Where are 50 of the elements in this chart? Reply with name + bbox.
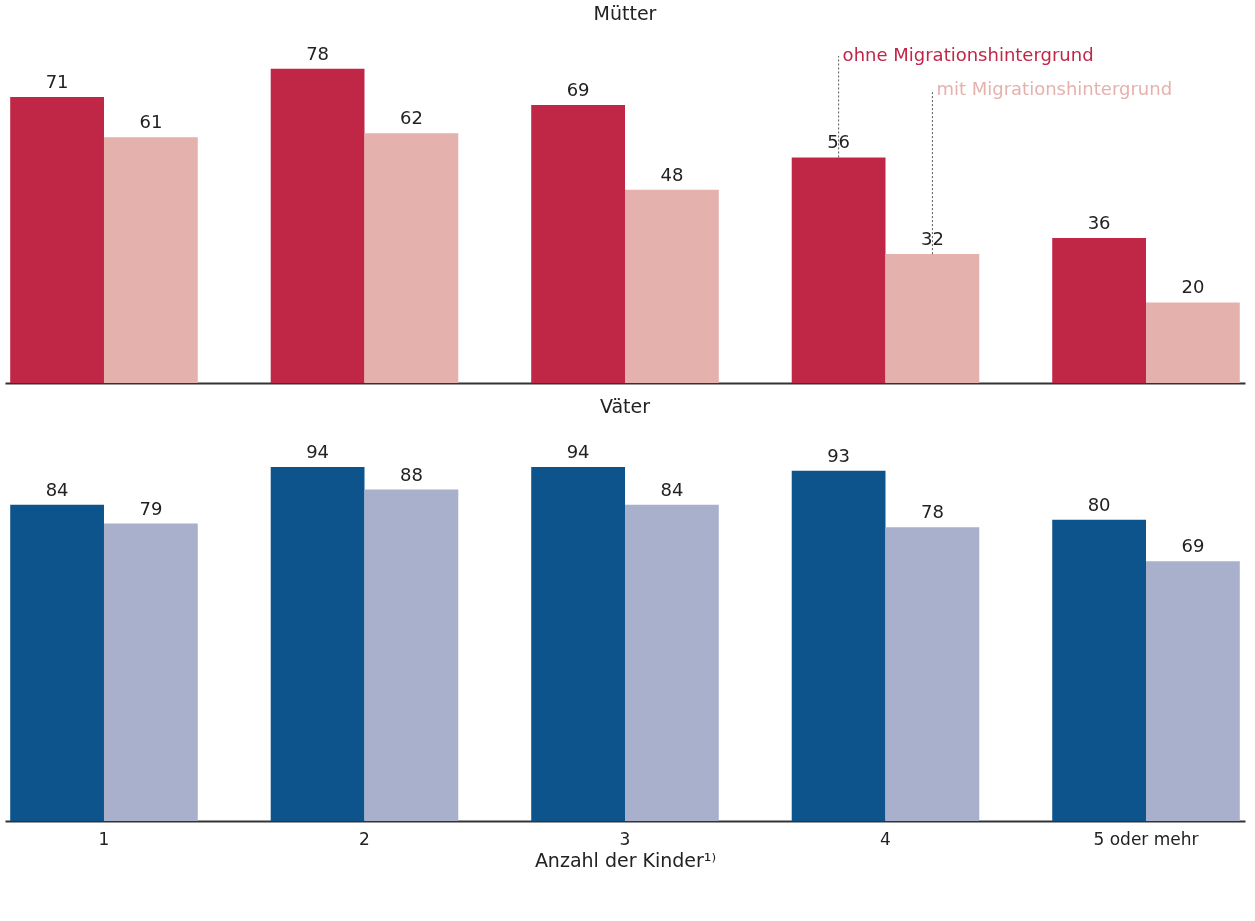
data-label: 48 [660,163,684,185]
bar [625,504,719,821]
data-label: 36 [1087,212,1111,233]
bar [791,157,886,383]
data-label: 62 [399,107,423,129]
bar [270,467,365,821]
bar [1146,302,1240,383]
data-label: 78 [306,42,330,64]
x-tick-label: 2 [359,828,370,849]
data-label: 71 [45,71,69,93]
text: mit Migrationshintergrund [936,78,1173,99]
data-label: 20 [1181,276,1205,298]
chart-title: Mütter [593,2,657,24]
data-label: 61 [139,111,163,133]
data-label: 69 [566,79,590,101]
x-axis-title: Anzahl der Kinder¹⁾ [534,848,717,871]
data-label: 88 [399,463,423,485]
data-label: 69 [1181,535,1205,557]
bar [791,470,886,821]
data-label: 32 [920,228,944,250]
bar [531,105,625,383]
data-label: 93 [827,444,851,466]
bar [531,467,625,821]
bar [103,137,198,383]
bar [1146,561,1240,821]
bar [1052,238,1147,383]
x-tick-label: 4 [880,828,891,849]
x-tick-label: 3 [619,828,631,849]
bar [625,189,719,383]
bar [885,254,980,383]
data-label: 84 [45,478,69,500]
bar [364,489,459,821]
bar [364,133,459,383]
chart-title: Väter [599,395,651,417]
data-label: 80 [1087,493,1111,515]
bar [270,68,365,383]
data-label: 56 [827,131,851,153]
data-label: 79 [139,497,163,519]
bar [10,504,104,821]
bar [103,523,198,821]
bar [10,97,104,383]
data-label: 84 [660,478,684,500]
x-tick-label: 5 oder mehr [1093,828,1199,849]
bar [885,527,980,821]
text: ohne Migrationshintergrund [842,44,1094,65]
x-tick-label: 1 [98,828,110,849]
data-label: 78 [920,501,944,523]
data-label: 94 [566,441,590,463]
data-label: 94 [306,441,330,463]
bar [1052,519,1147,821]
